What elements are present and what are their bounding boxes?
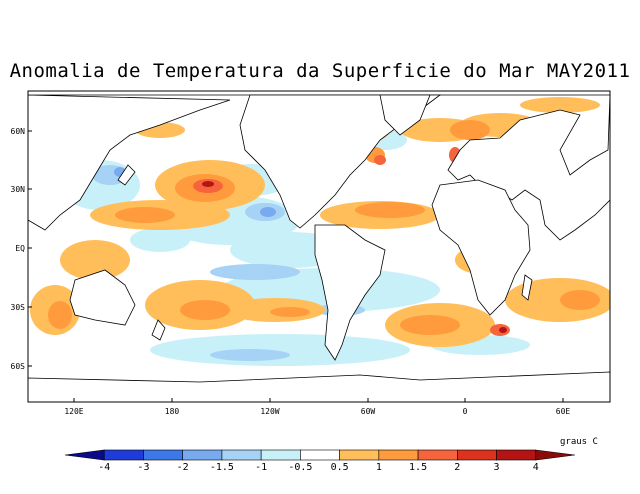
lat-label-60n: 60N [10,127,25,136]
colorbar-tick-label: -1 [255,462,268,473]
colorbar-tick-label: 3 [493,462,500,473]
colorbar-swatch-9 [417,449,458,461]
colorbar-tick-label: 0.5 [330,462,349,473]
colorbar-tick-label: -4 [98,462,111,473]
colorbar-swatch-10 [457,449,497,461]
lon-label-60e: 60E [555,407,571,416]
colorbar-swatch-4 [221,449,262,461]
lon-label-120w: 120W [260,407,280,416]
warm-anomaly-layer-4 [202,181,507,333]
colorbar-swatch-5 [260,449,301,461]
map-border [27,90,611,403]
colorbar-tick-label: 1.5 [409,462,428,473]
colorbar-tick-label: 1 [375,462,382,473]
madagascar [521,274,533,301]
color-bar [64,449,576,461]
lon-label-180: 180 [164,407,180,416]
lon-label-0: 0 [462,407,468,416]
south-america [314,224,386,361]
colorbar-swatch-0 [64,449,105,461]
axis-ticks [28,130,564,402]
colorbar-swatch-8 [378,449,419,461]
colorbar-tick-label: -0.5 [288,462,313,473]
lat-label-30s: 30S [10,303,25,312]
new-zealand [151,319,166,341]
map-title: Anomalia de Temperatura da Superficie do… [9,60,631,82]
colorbar-swatch-3 [182,449,223,461]
colorbar-swatch-2 [143,449,183,461]
lon-label-60w: 60W [360,407,376,416]
australia [69,269,136,326]
antarctica [28,371,610,402]
colorbar-tick-label: -1.5 [209,462,234,473]
warm-anomaly-layer-2 [48,120,600,335]
colorbar-swatch-11 [496,449,537,461]
colorbar-swatch-12 [535,449,576,461]
colorbar-tick-label: 4 [532,462,539,473]
colorbar-tick-label: -2 [176,462,189,473]
japan [117,164,136,186]
colorbar-tick-label: 2 [454,462,461,473]
lat-label-30n: 30N [10,185,25,194]
land-masses [28,94,610,402]
colorbar-swatch-1 [103,449,144,461]
lat-label-eq: EQ [15,244,25,253]
colorbar-units: graus C [560,437,598,447]
colorbar-tick-label: -3 [137,462,150,473]
lat-label-60s: 60S [10,362,25,371]
colorbar-swatch-7 [339,449,380,461]
eurasia [28,94,610,241]
colorbar-swatch-6 [300,449,340,461]
anomaly-field [28,94,610,402]
greenland [379,94,431,136]
africa [431,179,531,316]
lon-label-120e: 120E [64,407,84,416]
